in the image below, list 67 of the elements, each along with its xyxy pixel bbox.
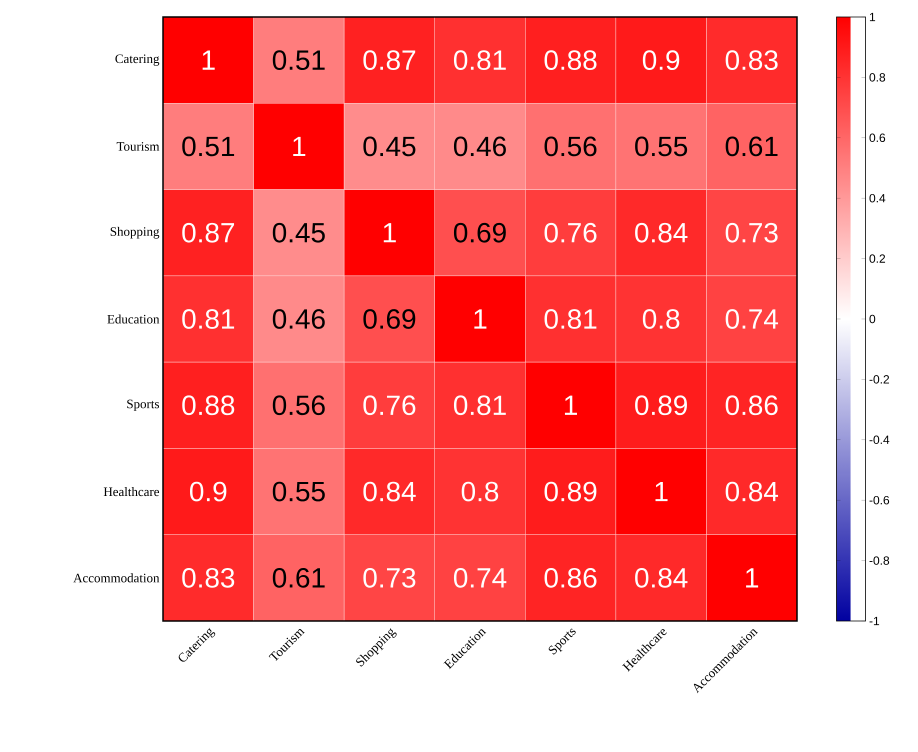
data-label: 0.9 xyxy=(190,482,226,502)
data-label: 1 xyxy=(746,568,758,588)
data-label: 0.8 xyxy=(462,482,498,502)
data-label: 0.51 xyxy=(272,50,325,70)
data-label: 0.84 xyxy=(363,482,416,502)
y-tick-label: Tourism xyxy=(116,142,160,151)
data-label: 0.61 xyxy=(726,136,778,156)
data-label: 0.86 xyxy=(726,395,778,416)
data-label: 0.84 xyxy=(635,568,688,588)
color-bar-label: 0.2 xyxy=(870,254,886,263)
data-label: 1 xyxy=(474,309,486,329)
color-bar-label: 0 xyxy=(870,314,876,324)
data-label: 0.87 xyxy=(182,222,234,243)
y-tick-label: Catering xyxy=(115,54,160,66)
data-label: 0.46 xyxy=(272,309,325,329)
data-label: 0.81 xyxy=(182,309,234,329)
y-tick-label: Healthcare xyxy=(104,487,160,496)
color-bar-label: -0.8 xyxy=(870,556,890,565)
data-label: 0.73 xyxy=(363,568,416,588)
data-label: 0.84 xyxy=(726,482,778,502)
data-label: 0.89 xyxy=(544,482,596,502)
color-bar-label: -0.2 xyxy=(870,375,890,384)
data-label: 0.86 xyxy=(544,568,596,588)
data-label: 0.88 xyxy=(182,395,234,416)
color-bar-label: 0.4 xyxy=(870,194,886,202)
data-label: 0.74 xyxy=(454,568,506,588)
data-label: 0.9 xyxy=(642,50,680,70)
y-tick-label: Accommodation xyxy=(73,573,160,582)
data-label: 0.61 xyxy=(272,568,325,588)
data-label: 0.81 xyxy=(454,395,506,416)
data-label: 1 xyxy=(564,396,577,415)
color-bar-label: 0.6 xyxy=(870,134,886,142)
data-label: 0.8 xyxy=(642,309,680,329)
data-label: 0.51 xyxy=(182,136,234,156)
data-label: 0.76 xyxy=(544,222,596,243)
data-label: 0.87 xyxy=(363,50,416,70)
y-tick-label: Education xyxy=(107,314,160,324)
color-bar-label: -0.6 xyxy=(870,496,890,504)
data-label: 0.83 xyxy=(182,568,234,588)
data-label: 0.81 xyxy=(454,50,506,70)
data-label: 0.76 xyxy=(363,395,416,416)
data-label: 0.73 xyxy=(726,222,778,243)
data-label: 0.69 xyxy=(454,222,506,243)
color-bar-label: 1 xyxy=(870,12,876,22)
data-label: 0.88 xyxy=(544,50,597,70)
y-tick-label: Shopping xyxy=(110,226,160,239)
color-bar-label: -0.4 xyxy=(870,436,890,444)
data-label: 1 xyxy=(202,50,215,70)
data-label: 1 xyxy=(656,482,668,502)
data-label: 0.69 xyxy=(363,309,416,329)
data-label: 0.45 xyxy=(272,222,325,243)
data-label: 0.83 xyxy=(726,50,778,70)
data-label: 0.89 xyxy=(635,395,687,416)
data-label: 0.56 xyxy=(544,136,596,156)
data-label: 0.46 xyxy=(454,136,506,156)
data-label: 0.55 xyxy=(272,482,325,502)
data-label: 0.56 xyxy=(272,395,325,416)
data-label: 0.45 xyxy=(363,136,416,156)
data-label: 0.81 xyxy=(544,309,596,329)
data-label: 0.84 xyxy=(635,222,688,243)
data-label: 0.55 xyxy=(635,136,688,156)
data-label: 1 xyxy=(384,223,396,242)
y-tick-label: Sports xyxy=(127,400,160,411)
data-label: 1 xyxy=(293,136,306,156)
color-bar-label: 0.8 xyxy=(870,73,886,82)
data-label: 0.74 xyxy=(726,309,778,329)
color-bar-label: -1 xyxy=(870,616,880,626)
